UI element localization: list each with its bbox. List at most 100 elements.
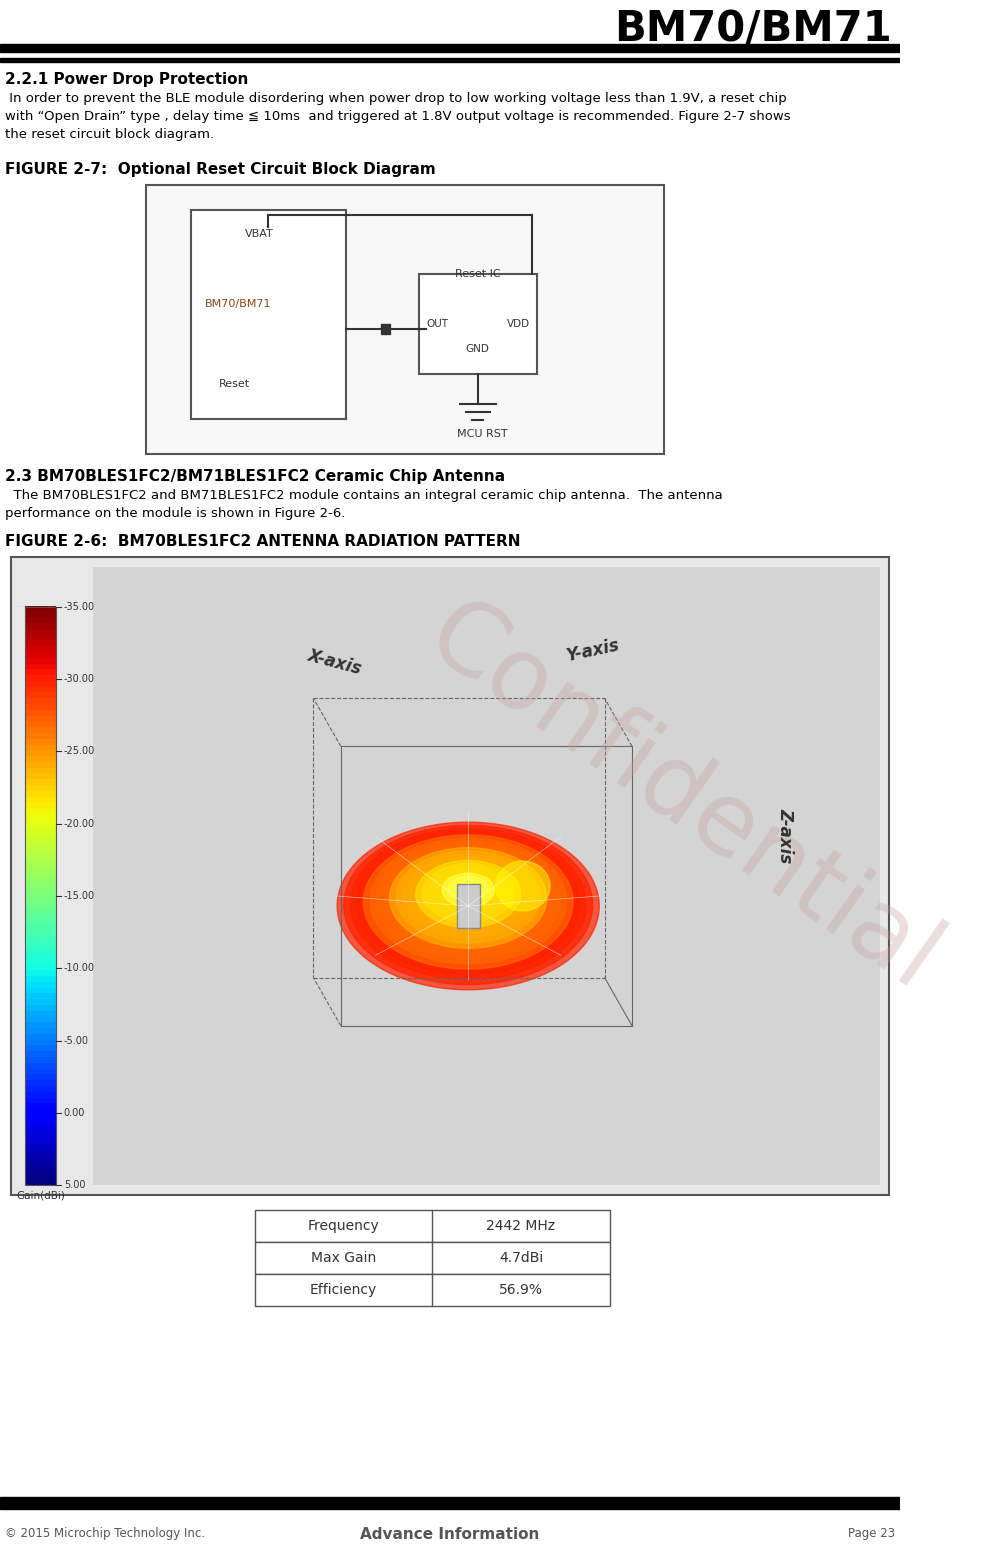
Bar bbox=[25, 1162, 56, 1168]
Bar bbox=[25, 958, 56, 966]
Bar bbox=[25, 774, 56, 780]
Bar bbox=[25, 901, 56, 907]
Polygon shape bbox=[390, 848, 547, 949]
Bar bbox=[25, 728, 56, 734]
Bar bbox=[25, 1097, 56, 1105]
Text: 0.00: 0.00 bbox=[63, 1108, 85, 1119]
Text: BM70/BM71: BM70/BM71 bbox=[205, 300, 271, 309]
Bar bbox=[93, 567, 880, 1185]
Text: 5.00: 5.00 bbox=[63, 1180, 85, 1190]
Bar bbox=[25, 751, 56, 757]
Bar bbox=[25, 831, 56, 837]
Bar bbox=[25, 739, 56, 746]
Bar bbox=[25, 878, 56, 884]
Bar bbox=[25, 1027, 56, 1035]
Bar bbox=[25, 820, 56, 827]
Bar bbox=[25, 686, 56, 694]
Bar bbox=[255, 1242, 609, 1275]
Text: Gain(dBi): Gain(dBi) bbox=[16, 1190, 65, 1200]
Text: Advance Information: Advance Information bbox=[360, 1526, 539, 1542]
Polygon shape bbox=[449, 876, 488, 902]
Bar bbox=[25, 791, 56, 797]
Text: Page 23: Page 23 bbox=[849, 1526, 895, 1539]
Polygon shape bbox=[383, 845, 554, 953]
Text: FIGURE 2-7:  Optional Reset Circuit Block Diagram: FIGURE 2-7: Optional Reset Circuit Block… bbox=[5, 162, 435, 176]
Bar bbox=[25, 970, 56, 976]
Bar bbox=[25, 715, 56, 723]
Polygon shape bbox=[350, 828, 586, 980]
Bar bbox=[25, 1086, 56, 1092]
Bar bbox=[25, 1092, 56, 1098]
Text: MCU RST: MCU RST bbox=[457, 430, 507, 439]
Bar bbox=[25, 1010, 56, 1018]
Bar bbox=[25, 964, 56, 972]
Bar bbox=[25, 675, 56, 681]
Polygon shape bbox=[495, 861, 550, 912]
Bar bbox=[25, 1126, 56, 1134]
Polygon shape bbox=[429, 867, 507, 918]
Text: -30.00: -30.00 bbox=[63, 674, 95, 684]
Text: BM70/BM71: BM70/BM71 bbox=[614, 8, 892, 49]
Bar bbox=[25, 837, 56, 844]
Bar bbox=[25, 698, 56, 705]
Bar bbox=[25, 1023, 56, 1029]
Text: Y-axis: Y-axis bbox=[565, 637, 622, 666]
Bar bbox=[418, 275, 537, 374]
Bar bbox=[25, 867, 56, 873]
Bar bbox=[25, 1074, 56, 1081]
Bar bbox=[25, 890, 56, 896]
Text: Confidential: Confidential bbox=[408, 586, 956, 1010]
Bar bbox=[25, 1166, 56, 1174]
Bar bbox=[25, 808, 56, 814]
Bar bbox=[11, 556, 889, 1196]
Bar bbox=[25, 1139, 56, 1145]
Text: Reset: Reset bbox=[219, 379, 249, 389]
Bar bbox=[25, 756, 56, 763]
Text: 2.2.1 Power Drop Protection: 2.2.1 Power Drop Protection bbox=[5, 71, 248, 87]
Polygon shape bbox=[337, 822, 599, 990]
Polygon shape bbox=[403, 854, 534, 938]
Polygon shape bbox=[442, 873, 494, 907]
Bar bbox=[25, 1149, 56, 1156]
Text: OUT: OUT bbox=[426, 320, 448, 329]
Polygon shape bbox=[415, 861, 520, 927]
Bar bbox=[25, 606, 56, 612]
Bar bbox=[191, 210, 346, 419]
Text: -35.00: -35.00 bbox=[63, 601, 95, 612]
Bar bbox=[25, 918, 56, 925]
Bar bbox=[25, 1120, 56, 1128]
Bar bbox=[0, 1500, 900, 1508]
Text: In order to prevent the BLE module disordering when power drop to low working vo: In order to prevent the BLE module disor… bbox=[5, 91, 790, 141]
Bar bbox=[25, 785, 56, 793]
Text: -15.00: -15.00 bbox=[63, 891, 95, 901]
Text: GND: GND bbox=[466, 345, 490, 354]
Bar bbox=[25, 953, 56, 959]
Bar bbox=[25, 722, 56, 728]
Bar bbox=[25, 705, 56, 711]
Text: 4.7dBi: 4.7dBi bbox=[498, 1251, 543, 1265]
Bar bbox=[25, 1156, 56, 1162]
Polygon shape bbox=[462, 882, 475, 891]
Bar bbox=[255, 1210, 609, 1242]
Bar bbox=[25, 884, 56, 890]
Bar bbox=[25, 947, 56, 953]
Polygon shape bbox=[397, 851, 540, 942]
Text: VDD: VDD bbox=[506, 320, 530, 329]
Bar bbox=[25, 745, 56, 751]
Text: -20.00: -20.00 bbox=[63, 819, 95, 828]
Bar bbox=[25, 1063, 56, 1069]
Bar bbox=[255, 1275, 609, 1306]
Bar bbox=[25, 658, 56, 664]
Text: -10.00: -10.00 bbox=[63, 964, 95, 973]
Bar bbox=[25, 629, 56, 635]
Text: © 2015 Microchip Technology Inc.: © 2015 Microchip Technology Inc. bbox=[5, 1526, 205, 1539]
Bar bbox=[25, 987, 56, 995]
Bar bbox=[382, 324, 391, 334]
Text: 2442 MHz: 2442 MHz bbox=[487, 1219, 556, 1233]
Bar bbox=[25, 1132, 56, 1139]
Bar bbox=[25, 732, 56, 740]
Text: 2.3 BM70BLES1FC2/BM71BLES1FC2 Ceramic Chip Antenna: 2.3 BM70BLES1FC2/BM71BLES1FC2 Ceramic Ch… bbox=[5, 470, 504, 484]
Polygon shape bbox=[409, 857, 527, 933]
Text: Frequency: Frequency bbox=[308, 1219, 380, 1233]
Polygon shape bbox=[357, 831, 580, 975]
